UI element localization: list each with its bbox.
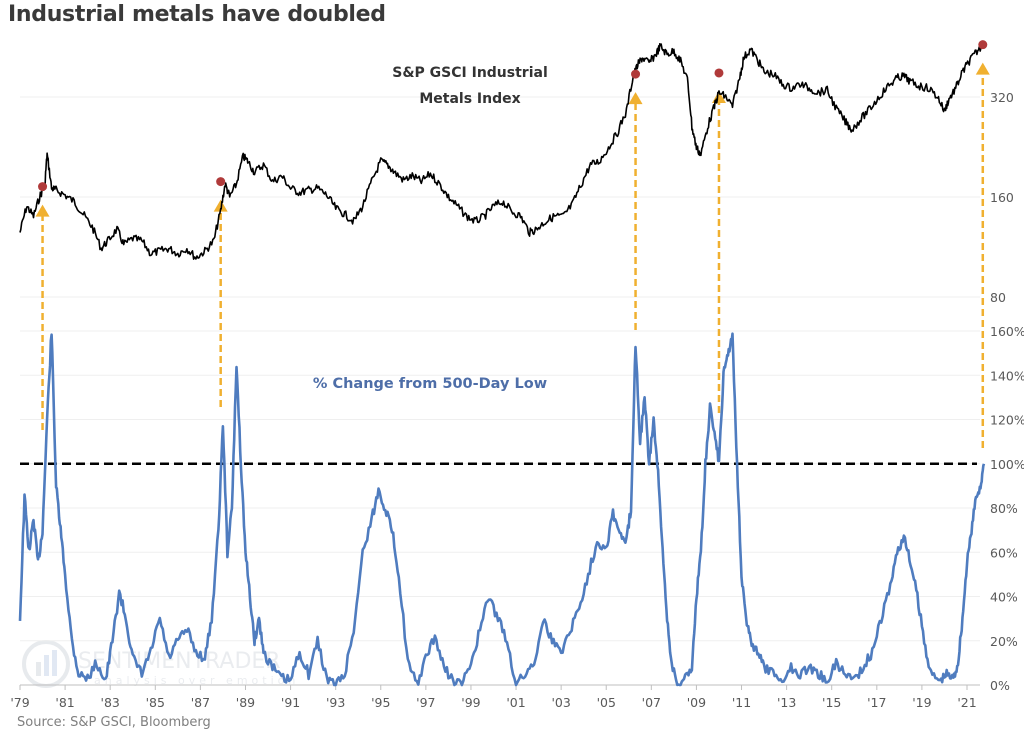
x-tick-label: '87	[191, 695, 210, 710]
top-y-axis: 80 160 320	[990, 90, 1014, 305]
source-note: Source: S&P GSCI, Bloomberg	[17, 715, 211, 730]
x-tick-label: '03	[551, 695, 570, 710]
top-y-tick-label: 320	[990, 90, 1014, 105]
bottom-y-tick-label: 60%	[990, 545, 1018, 560]
watermark-logo-icon	[22, 640, 70, 688]
watermark-tagline: analysis over emotion	[94, 674, 299, 687]
x-tick-label: '13	[777, 695, 796, 710]
index-series-line	[19, 43, 984, 260]
x-tick-label: '91	[281, 695, 300, 710]
x-tick-label: '09	[687, 695, 706, 710]
signal-marker-dot	[38, 182, 48, 192]
series-lines	[18, 43, 986, 687]
x-tick-label: '79	[10, 695, 29, 710]
signal-arrow-head-icon	[975, 62, 990, 75]
bottom-y-tick-label: 120%	[990, 413, 1024, 428]
top-y-tick-label: 160	[990, 190, 1014, 205]
signal-marker-dot	[978, 40, 988, 50]
bottom-y-tick-label: 100%	[990, 457, 1024, 472]
signal-markers	[38, 40, 988, 192]
bottom-y-axis: 0% 20% 40% 60% 80% 100% 120% 140% 160%	[990, 324, 1024, 693]
x-tick-label: '93	[326, 695, 345, 710]
x-tick-label: '17	[867, 695, 886, 710]
index-series-label-line1: S&P GSCI Industrial	[392, 65, 548, 81]
x-tick-label: '01	[506, 695, 525, 710]
bottom-y-tick-label: 160%	[990, 324, 1024, 339]
signal-arrow-head-icon	[35, 204, 50, 217]
pct-change-series-line	[18, 332, 986, 687]
x-tick-label: '15	[822, 695, 841, 710]
chart-title: Industrial metals have doubled	[8, 2, 386, 27]
pct-series-label: % Change from 500-Day Low	[313, 376, 547, 392]
top-y-tick-label: 80	[990, 290, 1006, 305]
watermark: SENTIMENTRADER analysis over emotion	[22, 640, 299, 688]
x-tick-label: '07	[642, 695, 661, 710]
watermark-logo-bar	[44, 655, 49, 676]
bottom-y-tick-label: 20%	[990, 634, 1018, 649]
signal-arrow-head-icon	[628, 92, 643, 105]
signal-marker-dot	[216, 177, 226, 187]
x-tick-label: '99	[461, 695, 480, 710]
watermark-logo-bar	[52, 650, 57, 676]
signal-marker-dot	[631, 69, 641, 79]
signal-marker-dot	[714, 68, 724, 78]
bottom-y-tick-label: 80%	[990, 501, 1018, 516]
bottom-y-tick-label: 0%	[990, 678, 1010, 693]
x-tick-label: '95	[371, 695, 390, 710]
x-tick-label: '97	[416, 695, 435, 710]
x-tick-label: '19	[912, 695, 931, 710]
x-tick-label: '83	[101, 695, 120, 710]
bottom-y-tick-label: 140%	[990, 368, 1024, 383]
x-axis: '79 '81 '83 '85 '87 '89 '91 '93 '95 '97 '99 '01 '03 '…	[10, 684, 980, 710]
x-tick-label: '21	[957, 695, 976, 710]
x-tick-label: '11	[732, 695, 751, 710]
x-tick-label: '81	[55, 695, 74, 710]
watermark-name: SENTIMENTRADER	[78, 649, 281, 674]
bottom-y-tick-label: 40%	[990, 590, 1018, 605]
x-tick-label: '85	[146, 695, 165, 710]
watermark-logo-bar	[36, 662, 41, 676]
index-series-label-line2: Metals Index	[419, 91, 520, 107]
top-gridlines	[20, 96, 980, 298]
x-tick-label: '89	[236, 695, 255, 710]
x-tick-label: '05	[597, 695, 616, 710]
